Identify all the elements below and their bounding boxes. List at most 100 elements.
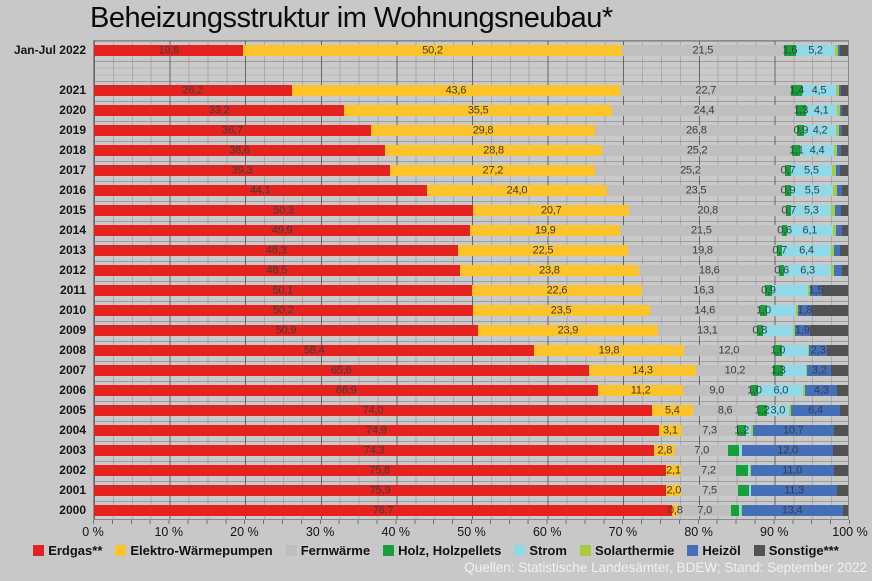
bar-value-label: 13,4 xyxy=(781,504,803,516)
bar-value-label: 25,2 xyxy=(680,164,701,176)
bar-value-label: 48,5 xyxy=(266,264,288,276)
x-axis-tick-label: 30 % xyxy=(305,525,335,539)
bar-value-label: 1,6 xyxy=(782,44,798,56)
bar-segment: 48,3 xyxy=(94,244,459,256)
stacked-bar: 50,2 23,5 14,6 1,0 1,8 xyxy=(94,305,848,316)
stacked-bar: 48,3 22,5 19,8 0,7 6,4 xyxy=(94,245,848,256)
bar-row: 38,6 28,8 25,2 1,1 4,4 xyxy=(94,141,848,161)
bar-segment xyxy=(792,325,796,336)
legend-item: Holz, Holzpellets xyxy=(383,543,501,558)
y-axis-label: 2002 xyxy=(59,463,86,477)
bar-segment: 2,0 xyxy=(666,485,681,496)
bar-value-label: 23,8 xyxy=(539,264,560,276)
bar-segment: 1,0 xyxy=(747,385,762,396)
bar-value-label: 0,6 xyxy=(777,224,792,236)
bar-segment: 1,6 xyxy=(782,44,798,56)
bar-segment: 23,8 xyxy=(459,264,640,276)
stacked-bar: 38,6 28,8 25,2 1,1 4,4 xyxy=(94,145,848,156)
bar-row: 66,9 11,2 9,0 1,0 6,0 4,3 xyxy=(94,381,848,401)
source-note: Quellen: Statistische Landesämter, BDEW;… xyxy=(464,560,867,575)
bar-value-label: 75,8 xyxy=(369,464,391,476)
bar-segment: 19,8 xyxy=(94,44,244,56)
bar-segment: 7,3 xyxy=(682,425,738,436)
bar-segment: 50,1 xyxy=(94,285,472,296)
bar-segment xyxy=(841,125,848,136)
bar-value-label: 36,7 xyxy=(222,124,243,136)
bar-value-label: 5,5 xyxy=(804,184,820,196)
bar-value-label: 49,9 xyxy=(271,224,293,236)
y-axis-label xyxy=(0,60,86,80)
bar-segment: 43,6 xyxy=(291,85,621,96)
y-axis-label: 2017 xyxy=(59,163,86,177)
y-axis-label: 2014 xyxy=(59,223,86,237)
bar-segment: 3,0 xyxy=(766,405,790,416)
bar-segment: 4,5 xyxy=(801,84,836,96)
bar-row: 58,4 19,8 12,0 1,0 2,3 xyxy=(94,341,848,361)
bar-segment xyxy=(833,145,838,156)
y-axis-label: 2007 xyxy=(59,363,86,377)
bar-segment xyxy=(842,505,848,516)
bar-value-label: 48,3 xyxy=(265,244,287,256)
bar-segment: 33,2 xyxy=(94,105,345,116)
bar-segment xyxy=(836,485,848,496)
bar-value-label: 1,9 xyxy=(794,324,810,336)
y-axis-label: 2018 xyxy=(59,143,86,157)
y-axis-label: 2004 xyxy=(59,423,86,437)
bar-value-label: 5,3 xyxy=(804,204,819,216)
bar-value-label: 22,5 xyxy=(532,244,554,256)
bar-value-label: 21,5 xyxy=(691,224,712,236)
legend-label: Heizöl xyxy=(702,543,741,558)
bar-segment: 12,0 xyxy=(683,345,775,356)
stacked-bar: 65,6 14,3 10,2 1,3 3,2 xyxy=(94,365,848,376)
bar-value-label: 7,5 xyxy=(702,484,717,496)
bar-segment xyxy=(750,485,752,496)
bar-segment: 1,8 xyxy=(797,304,813,316)
bar-value-label: 0,7 xyxy=(780,164,796,176)
stacked-bar: 74,0 5,4 8,6 1,2 3,0 6,4 xyxy=(94,405,848,416)
bar-value-label: 0,8 xyxy=(752,324,768,336)
legend-swatch xyxy=(33,545,45,556)
legend-swatch xyxy=(753,545,765,556)
bar-segment: 5,3 xyxy=(791,204,832,216)
bar-segment xyxy=(838,45,841,56)
bar-value-label: 4,5 xyxy=(811,84,827,96)
bar-value-label: 19,8 xyxy=(158,44,179,56)
bar-value-label: 8,6 xyxy=(717,404,733,416)
bar-segment xyxy=(741,445,743,456)
stacked-bar: 39,3 27,2 25,2 0,7 5,5 xyxy=(94,165,848,176)
bar-segment xyxy=(835,225,842,236)
y-axis-label: 2013 xyxy=(59,243,86,257)
bar-segment: 18,6 xyxy=(639,265,780,276)
bar-segment: 6,4 xyxy=(791,405,840,416)
bar-value-label: 23,5 xyxy=(550,304,572,316)
x-axis-tick-label: 90 % xyxy=(760,525,789,539)
bar-value-label: 66,9 xyxy=(335,384,357,396)
bar-segment: 1,2 xyxy=(734,425,749,436)
bar-segment xyxy=(832,185,837,196)
bar-segment: 19,9 xyxy=(470,225,621,236)
chart-title: Beheizungsstruktur im Wohnungsneubau* xyxy=(90,2,613,34)
bar-segment xyxy=(840,45,848,56)
bar-segment: 75,9 xyxy=(94,485,667,496)
bar-value-label: 14,6 xyxy=(694,304,716,316)
bar-segment xyxy=(807,345,810,356)
stacked-bar: 19,8 50,2 21,5 1,6 5,2 xyxy=(94,45,848,56)
bar-segment: 0,7 xyxy=(781,165,796,176)
bar-value-label: 1,8 xyxy=(797,304,813,316)
bar-segment xyxy=(803,385,805,396)
bar-value-label: 1,3 xyxy=(770,364,786,376)
x-axis-tick-label: 60 % xyxy=(532,525,562,539)
bar-segment: 58,4 xyxy=(94,345,535,356)
legend-item: Strom xyxy=(514,543,567,558)
stacked-bar: 58,4 19,8 12,0 1,0 2,3 xyxy=(94,345,848,356)
bar-row: 50,2 23,5 14,6 1,0 1,8 xyxy=(94,301,848,321)
bar-segment: 3,1 xyxy=(658,425,683,436)
bar-segment: 36,7 xyxy=(94,125,371,136)
bar-segment xyxy=(840,165,848,176)
bar-segment xyxy=(809,325,848,336)
bar-segment: 26,2 xyxy=(94,85,292,96)
bar-segment xyxy=(840,245,848,256)
legend-item: Heizöl xyxy=(687,543,741,558)
bar-row: 39,3 27,2 25,2 0,7 5,5 xyxy=(94,161,848,181)
bar-row: 49,9 19,9 21,5 0,6 6,1 xyxy=(94,221,848,241)
